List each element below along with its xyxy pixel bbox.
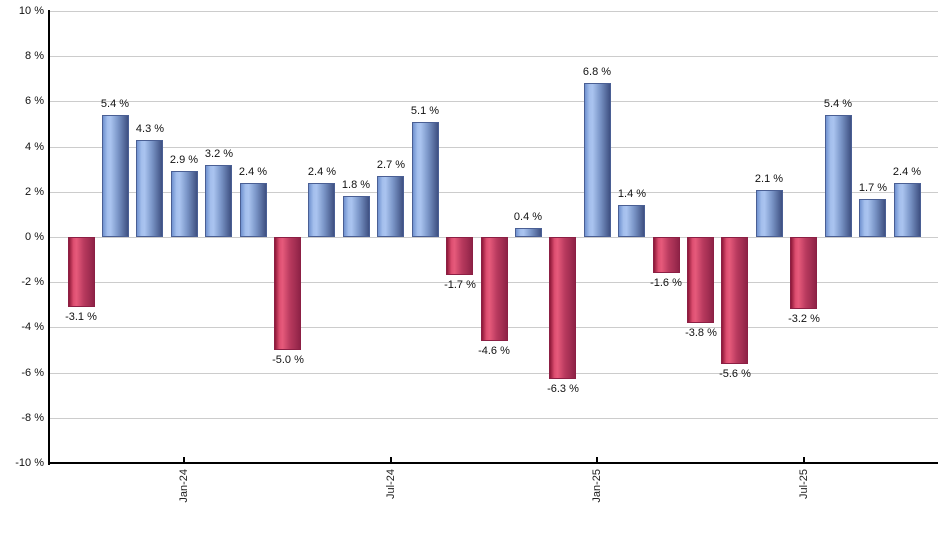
bar-jan-24 (171, 171, 198, 237)
y-axis-tick-label: -8 % (21, 412, 44, 424)
bar-value-label: 2.4 % (307, 166, 337, 178)
gridline (49, 418, 938, 419)
bar-oct-25 (894, 183, 921, 237)
y-axis-tick-label: 6 % (25, 95, 44, 107)
x-axis-tick (390, 457, 392, 463)
bar-value-label: 1.7 % (858, 182, 888, 194)
bar-value-label: -1.7 % (444, 279, 476, 291)
y-axis-tick-label: -10 % (15, 457, 44, 469)
y-axis-line (48, 10, 50, 465)
bar-jun-24 (343, 196, 370, 237)
x-axis-tick-label: Jan-25 (591, 469, 603, 503)
bar-value-label: -5.0 % (272, 354, 304, 366)
gridline (49, 101, 938, 102)
bar-jun-25 (756, 190, 783, 237)
y-axis-tick-label: 4 % (25, 141, 44, 153)
bar-nov-23 (102, 115, 129, 237)
bar-dec-23 (136, 140, 163, 237)
bar-value-label: 6.8 % (582, 66, 612, 78)
bar-sep-25 (859, 199, 886, 237)
gridline (49, 11, 938, 12)
gridline (49, 373, 938, 374)
bar-feb-25 (618, 205, 645, 237)
bar-nov-24 (515, 228, 542, 237)
x-axis-tick-label: Jan-24 (178, 469, 190, 503)
bar-apr-25 (687, 237, 714, 323)
bar-value-label: 5.1 % (410, 105, 440, 117)
bar-value-label: 3.2 % (204, 148, 234, 160)
bar-value-label: 2.4 % (238, 166, 268, 178)
bar-oct-23 (68, 237, 95, 307)
bar-dec-24 (549, 237, 576, 379)
gridline (49, 147, 938, 148)
x-axis-tick (596, 457, 598, 463)
x-axis-tick (183, 457, 185, 463)
bar-jul-25 (790, 237, 817, 309)
x-axis-tick (803, 457, 805, 463)
y-axis-tick-label: 8 % (25, 50, 44, 62)
y-axis-tick-label: -2 % (21, 276, 44, 288)
y-axis-tick-label: 10 % (18, 5, 44, 17)
bar-value-label: 2.1 % (754, 173, 784, 185)
x-axis-line (48, 462, 938, 464)
bar-may-25 (721, 237, 748, 364)
bar-mar-25 (653, 237, 680, 273)
bar-value-label: -1.6 % (650, 277, 682, 289)
bar-value-label: 2.9 % (169, 154, 199, 166)
gridline (49, 56, 938, 57)
bar-value-label: 0.4 % (513, 211, 543, 223)
y-axis-tick-label: 0 % (25, 231, 44, 243)
bar-aug-24 (412, 122, 439, 237)
bar-value-label: 5.4 % (100, 98, 130, 110)
gridline (49, 192, 938, 193)
y-axis-tick-label: -6 % (21, 367, 44, 379)
bar-value-label: -6.3 % (547, 383, 579, 395)
bar-apr-24 (274, 237, 301, 350)
bar-value-label: -3.8 % (685, 327, 717, 339)
bar-oct-24 (481, 237, 508, 341)
bar-jan-25 (584, 83, 611, 237)
bar-value-label: 2.4 % (892, 166, 922, 178)
bar-aug-25 (825, 115, 852, 237)
bar-value-label: -3.2 % (788, 313, 820, 325)
bar-mar-24 (240, 183, 267, 237)
x-axis-tick-label: Jul-25 (798, 469, 810, 499)
y-axis-tick-label: 2 % (25, 186, 44, 198)
bar-value-label: 1.8 % (341, 179, 371, 191)
bar-feb-24 (205, 165, 232, 237)
bar-value-label: -5.6 % (719, 368, 751, 380)
bar-sep-24 (446, 237, 473, 275)
bar-value-label: 1.4 % (617, 188, 647, 200)
bar-value-label: 2.7 % (376, 159, 406, 171)
bar-may-24 (308, 183, 335, 237)
x-axis-tick-label: Jul-24 (385, 469, 397, 499)
bar-value-label: 4.3 % (135, 123, 165, 135)
bar-value-label: -4.6 % (478, 345, 510, 357)
bar-value-label: -3.1 % (65, 311, 97, 323)
y-axis-tick-label: -4 % (21, 321, 44, 333)
bar-jul-24 (377, 176, 404, 237)
bar-value-label: 5.4 % (823, 98, 853, 110)
